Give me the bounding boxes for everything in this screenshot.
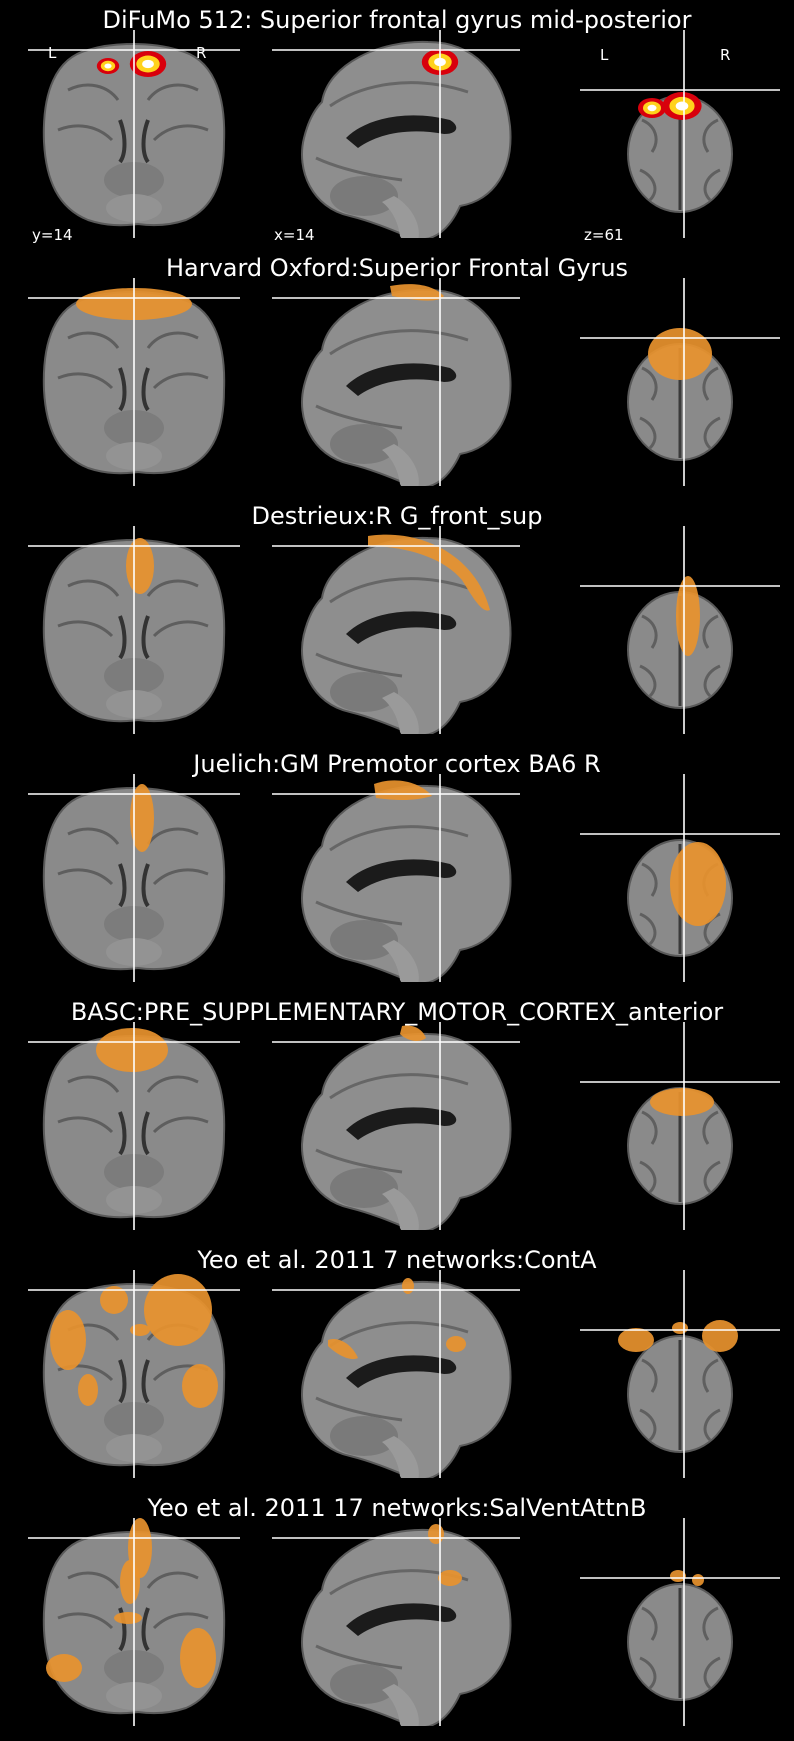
sagittal-view-image	[272, 526, 520, 734]
axial-view	[580, 526, 780, 734]
sagittal-view-image	[272, 1518, 520, 1726]
coronal-view	[28, 526, 240, 734]
sagittal-view-image	[272, 774, 520, 982]
coronal-right-label: R	[196, 44, 207, 62]
axial-view	[580, 278, 780, 486]
sagittal-view	[272, 1022, 520, 1230]
axial-view	[580, 1270, 780, 1478]
axial-coordinate: z=61	[584, 226, 624, 244]
axial-view-image	[580, 526, 780, 734]
axial-view-image	[580, 1518, 780, 1726]
coronal-view-image	[28, 278, 240, 486]
axial-view-image	[580, 1270, 780, 1478]
panel-title: BASC:PRE_SUPPLEMENTARY_MOTOR_CORTEX_ante…	[70, 998, 724, 1026]
coronal-view	[28, 1270, 240, 1478]
axial-view	[580, 30, 780, 238]
sagittal-view-image	[272, 278, 520, 486]
axial-view-image	[580, 774, 780, 982]
sagittal-view-image	[272, 1270, 520, 1478]
panel-title: DiFuMo 512: Superior frontal gyrus mid-p…	[102, 6, 692, 34]
axial-right-label: R	[720, 46, 731, 64]
axial-view	[580, 1518, 780, 1726]
sagittal-view	[272, 30, 520, 238]
sagittal-view	[272, 774, 520, 982]
axial-view-image	[580, 30, 780, 238]
panel-title: Yeo et al. 2011 17 networks:SalVentAttnB	[147, 1494, 647, 1522]
coronal-view-image	[28, 30, 240, 238]
axial-left-label: L	[600, 46, 609, 64]
sagittal-view	[272, 278, 520, 486]
panel-title: Destrieux:R G_front_sup	[251, 502, 543, 530]
coronal-view-image	[28, 1518, 240, 1726]
coronal-view-image	[28, 774, 240, 982]
axial-view-image	[580, 278, 780, 486]
sagittal-view	[272, 1518, 520, 1726]
coronal-view	[28, 30, 240, 238]
coronal-view	[28, 774, 240, 982]
panel-title: Harvard Oxford:Superior Frontal Gyrus	[165, 254, 629, 282]
coronal-view	[28, 278, 240, 486]
panel-title: Juelich:GM Premotor cortex BA6 R	[193, 750, 601, 778]
coronal-view	[28, 1518, 240, 1726]
sagittal-coordinate: x=14	[274, 226, 315, 244]
coronal-view-image	[28, 1270, 240, 1478]
sagittal-view-image	[272, 30, 520, 238]
sagittal-view-image	[272, 1022, 520, 1230]
coronal-coordinate: y=14	[32, 226, 73, 244]
axial-view	[580, 774, 780, 982]
coronal-view-image	[28, 1022, 240, 1230]
coronal-left-label: L	[48, 44, 57, 62]
axial-view-image	[580, 1022, 780, 1230]
coronal-view-image	[28, 526, 240, 734]
axial-view	[580, 1022, 780, 1230]
sagittal-view	[272, 1270, 520, 1478]
coronal-view	[28, 1022, 240, 1230]
panel-title: Yeo et al. 2011 7 networks:ContA	[197, 1246, 597, 1274]
sagittal-view	[272, 526, 520, 734]
